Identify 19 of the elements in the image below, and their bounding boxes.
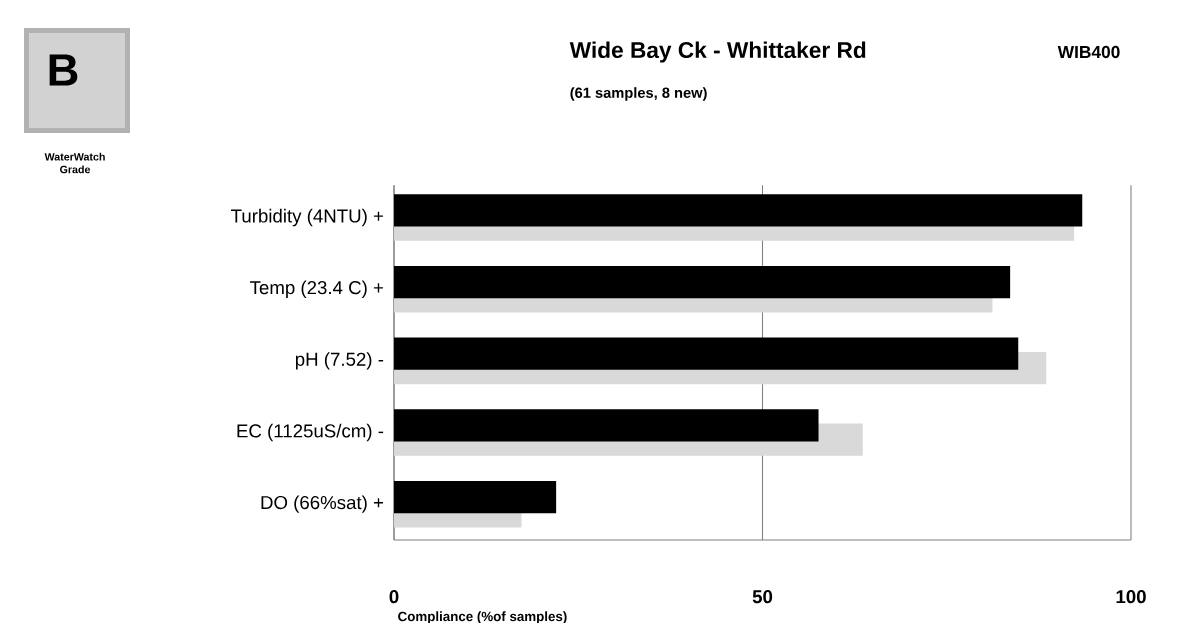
- text: B: [49, 54, 78, 86]
- y-tick-label: Turbidity (4NTU) +: [231, 208, 384, 227]
- bar: [394, 265, 1011, 299]
- x-axis-title: Compliance (%of samples): [398, 611, 567, 623]
- bar: [394, 337, 1019, 370]
- bar: [394, 194, 1083, 227]
- y-tick-label: EC (1125uS/cm) -: [237, 423, 384, 442]
- bar: [394, 409, 819, 442]
- text: WIB400: [1057, 45, 1120, 59]
- chart-subtitle: (61 samples, 8 new): [570, 87, 707, 101]
- y-tick-label: Temp (23.4 C) +: [250, 280, 384, 298]
- x-tick-label: 50: [752, 590, 773, 604]
- x-tick-label: 100: [1116, 590, 1146, 604]
- x-tick-label: 0: [389, 590, 399, 604]
- text: WaterWatch Grade: [44, 152, 105, 174]
- chart-title: Wide Bay Ck - Whittaker Rd: [569, 41, 866, 63]
- y-tick-label: pH (7.52) -: [295, 352, 384, 370]
- y-tick-label: DO (66%sat) +: [261, 495, 384, 513]
- bar: [394, 480, 557, 514]
